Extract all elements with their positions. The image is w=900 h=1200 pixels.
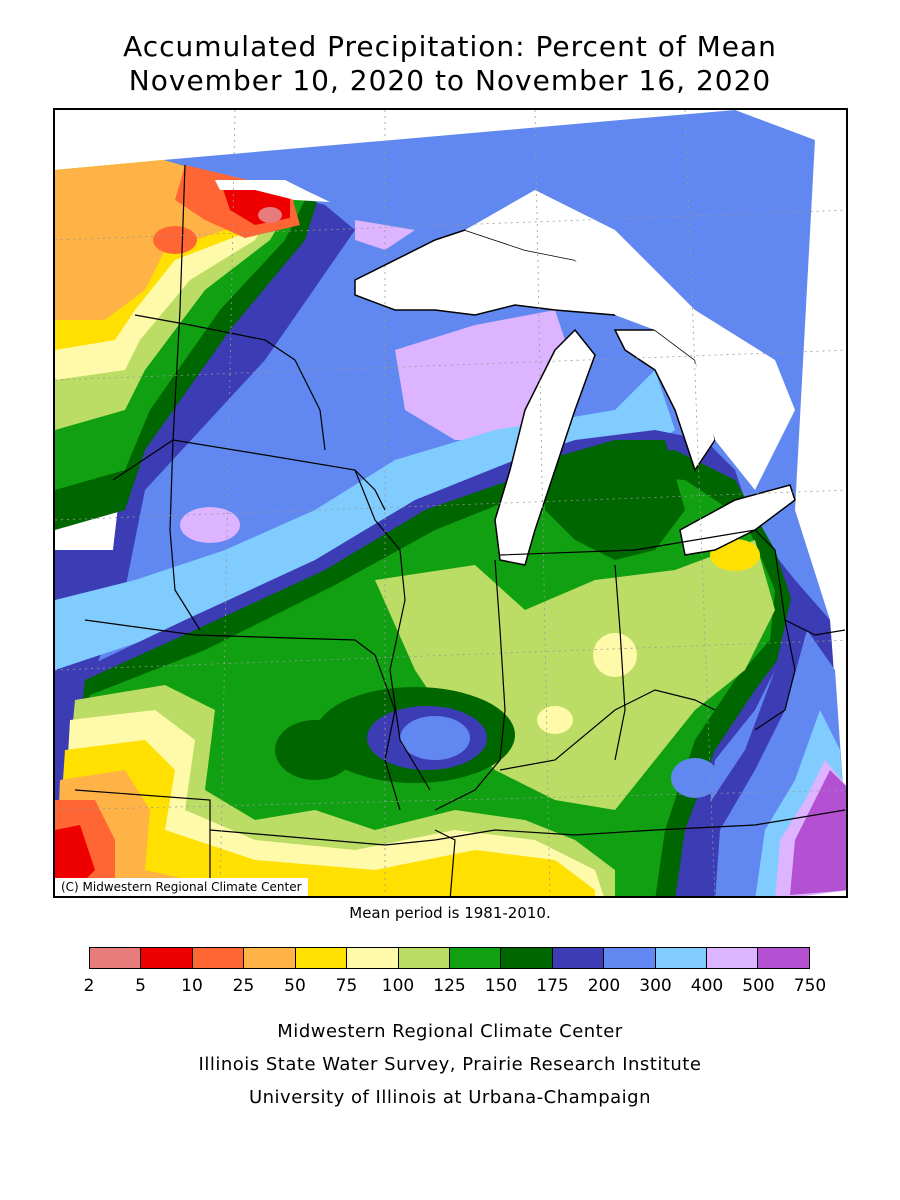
legend-swatch (244, 948, 296, 968)
mean-period-note: Mean period is 1981-2010. (349, 904, 551, 922)
band-500-se (790, 770, 846, 895)
band-5-sw (55, 825, 95, 880)
credit-line-3: University of Illinois at Urbana-Champai… (248, 1087, 652, 1108)
legend-tick-label: 10 (181, 976, 203, 996)
legend-swatch (707, 948, 759, 968)
band-75-in2 (537, 706, 573, 734)
legend-swatch (192, 948, 245, 968)
band-150-mi (545, 440, 685, 560)
legend-tick-label: 5 (135, 976, 146, 996)
legend-tick-label: 175 (536, 976, 569, 996)
canada-north (465, 190, 795, 490)
canada-sw (215, 180, 330, 202)
legend-tick-label: 750 (793, 976, 827, 996)
legend-tick-label: 125 (433, 976, 466, 996)
band-2-nw (258, 207, 282, 223)
band-75-in (593, 633, 637, 677)
lake-superior (354, 229, 616, 316)
band-25-sw (55, 770, 307, 896)
legend-tick-label: 100 (381, 976, 415, 996)
legend-swatch (604, 948, 656, 968)
legend-swatch (449, 948, 502, 968)
legend-swatch (552, 948, 605, 968)
band-50-sw (55, 740, 595, 896)
legend-tick-label: 25 (232, 976, 255, 996)
legend-tick-label: 400 (690, 976, 724, 996)
legend-swatch (398, 948, 450, 968)
band-400-ns (355, 220, 415, 250)
band-400-mn (180, 507, 240, 543)
band-200-mo (400, 716, 470, 760)
map-title-line-2: November 10, 2020 to November 16, 2020 (128, 64, 772, 97)
precipitation-map: (C) Midwestern Regional Climate Center (53, 108, 848, 898)
legend-swatch (655, 948, 708, 968)
legend-color-bar (89, 947, 810, 969)
band-10-spot (153, 226, 197, 254)
legend-tick-label: 500 (742, 976, 775, 996)
grid-lines (55, 110, 846, 896)
legend-swatch (501, 948, 553, 968)
band-200-ky (671, 758, 719, 798)
copyright-label: (C) Midwestern Regional Climate Center (55, 878, 308, 896)
state-borders (74, 164, 846, 896)
legend-tick-label: 75 (335, 976, 358, 996)
legend-swatch (758, 948, 809, 968)
band-150-mo2 (275, 720, 355, 780)
credit-line-1: Midwestern Regional Climate Center (277, 1021, 623, 1042)
legend-swatch (347, 948, 399, 968)
legend-tick-label: 300 (639, 976, 672, 996)
legend-swatch (90, 948, 142, 968)
lake-michigan (494, 328, 596, 566)
legend-tick-label: 150 (484, 976, 518, 996)
legend-swatch (141, 948, 193, 968)
legend-tick-label: 50 (284, 976, 306, 996)
map-canvas (55, 110, 846, 896)
legend-swatch (295, 948, 348, 968)
credit-line-2: Illinois State Water Survey, Prairie Res… (198, 1054, 702, 1075)
legend-tick-label: 200 (587, 976, 621, 996)
map-title-line-1: Accumulated Precipitation: Percent of Me… (123, 30, 777, 63)
legend-tick-label: 2 (83, 976, 95, 996)
